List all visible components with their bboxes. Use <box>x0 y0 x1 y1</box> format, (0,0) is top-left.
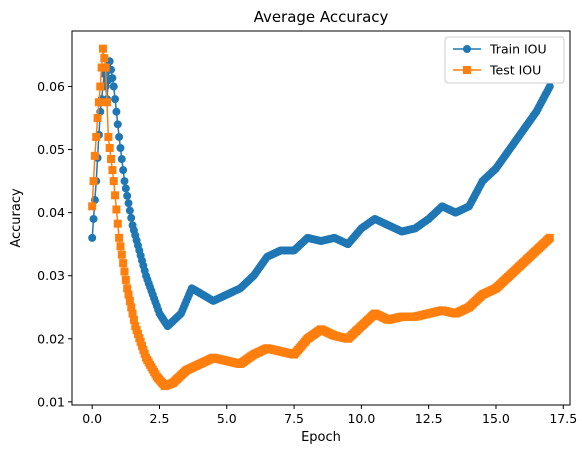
x-tick-label: 10.0 <box>347 411 375 426</box>
data-point <box>111 191 120 200</box>
data-point <box>125 296 134 305</box>
data-point <box>88 233 97 242</box>
data-point <box>96 82 105 91</box>
y-tick-label: 0.06 <box>37 79 65 94</box>
y-tick-label: 0.02 <box>37 331 65 346</box>
data-point <box>104 132 113 141</box>
legend-marker-test <box>463 66 471 74</box>
data-point <box>121 184 130 193</box>
series-line <box>91 48 551 387</box>
data-point <box>123 191 132 200</box>
chart-title: Average Accuracy <box>254 8 389 26</box>
y-axis-ticks: 0.01 0.02 0.03 0.04 0.05 0.06 <box>37 79 72 409</box>
data-point <box>108 74 117 83</box>
data-point <box>123 284 132 293</box>
data-point <box>545 233 554 242</box>
data-point <box>113 219 122 228</box>
legend-marker-train <box>463 45 471 53</box>
x-tick-label: 7.5 <box>284 411 304 426</box>
y-tick-label: 0.04 <box>37 205 65 220</box>
y-axis-label: Accuracy <box>9 188 24 248</box>
data-point <box>117 155 126 164</box>
y-tick-label: 0.01 <box>37 394 65 409</box>
data-point <box>92 132 101 141</box>
legend-item-test: Test IOU <box>453 63 541 78</box>
data-point <box>127 303 136 312</box>
x-tick-label: 0.0 <box>82 411 102 426</box>
x-tick-label: 12.5 <box>415 411 443 426</box>
data-point <box>108 166 117 175</box>
x-tick-label: 2.5 <box>150 411 170 426</box>
data-point <box>105 143 114 152</box>
data-point <box>88 202 97 211</box>
y-tick-label: 0.05 <box>37 142 65 157</box>
y-tick-label: 0.03 <box>37 268 65 283</box>
data-point <box>111 95 120 104</box>
data-point <box>121 275 130 284</box>
data-point <box>124 290 133 299</box>
data-point <box>117 250 126 259</box>
data-point <box>100 54 109 63</box>
series-test <box>88 44 554 391</box>
x-axis-label: Epoch <box>301 430 341 445</box>
data-point <box>112 205 121 214</box>
data-point <box>116 242 125 251</box>
data-point <box>116 143 125 152</box>
data-point <box>109 82 118 91</box>
data-point <box>93 114 102 123</box>
data-point <box>90 151 99 160</box>
x-axis-ticks: 0.0 2.5 5.0 7.5 10.0 12.5 15.0 17.5 <box>82 405 577 426</box>
data-point <box>102 98 111 107</box>
x-tick-label: 5.0 <box>217 411 237 426</box>
data-point <box>98 44 107 53</box>
legend-item-train: Train IOU <box>453 42 547 57</box>
data-point <box>115 233 124 242</box>
data-point <box>120 177 129 186</box>
data-point <box>101 63 110 72</box>
data-point <box>545 82 554 91</box>
data-point <box>119 166 128 175</box>
data-point <box>120 267 129 276</box>
data-point <box>89 177 98 186</box>
data-point <box>124 199 133 208</box>
legend-label-test: Test IOU <box>489 63 541 78</box>
series-line <box>91 61 551 328</box>
data-point <box>113 120 122 129</box>
legend-label-train: Train IOU <box>489 42 547 57</box>
series-group <box>88 44 554 391</box>
data-point <box>119 259 128 268</box>
plot-area <box>71 30 571 406</box>
plot-frame <box>71 30 571 406</box>
data-point <box>112 107 121 116</box>
data-point <box>109 177 118 186</box>
data-point <box>89 214 98 223</box>
legend: Train IOU Test IOU <box>444 36 565 84</box>
data-point <box>97 63 106 72</box>
data-point <box>128 309 137 318</box>
data-point <box>107 155 116 164</box>
data-point <box>94 98 103 107</box>
x-tick-label: 15.0 <box>482 411 510 426</box>
data-point <box>129 315 138 324</box>
data-point <box>125 206 134 215</box>
x-tick-label: 17.5 <box>549 411 577 426</box>
data-point <box>115 132 124 141</box>
data-point <box>127 213 136 222</box>
